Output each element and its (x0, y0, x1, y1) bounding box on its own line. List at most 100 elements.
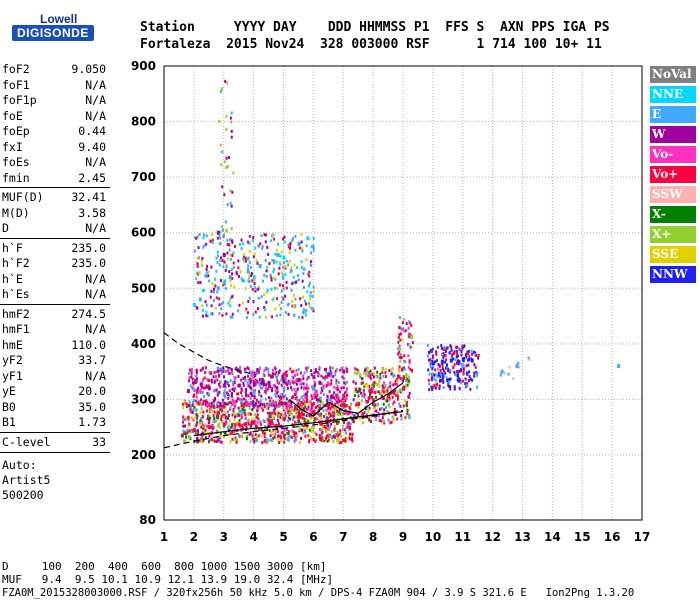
echo-point (217, 382, 220, 386)
echo-point (280, 289, 283, 293)
echo-point (283, 377, 286, 381)
echo-point (223, 431, 226, 435)
echo-point (354, 381, 357, 385)
echo-point (405, 322, 408, 326)
y-tick-label: 400 (131, 337, 156, 351)
echo-point (196, 440, 199, 444)
echo-point (231, 240, 234, 244)
echo-point (276, 297, 279, 301)
echo-point (205, 274, 208, 278)
param-value: 33.7 (78, 353, 106, 367)
echo-point (213, 416, 216, 420)
echo-point (224, 395, 227, 399)
echo-point (183, 400, 186, 404)
echo-point (298, 428, 301, 432)
echo-point (191, 411, 194, 415)
echo-point (213, 388, 216, 392)
echo-point (382, 390, 385, 394)
echo-point (475, 370, 478, 374)
echo-point (435, 350, 438, 354)
echo-point (257, 287, 260, 291)
series-point-e (258, 264, 262, 269)
echo-point (228, 269, 231, 273)
echo-point (298, 440, 301, 444)
echo-point (266, 411, 269, 415)
echo-point (289, 242, 292, 246)
echo-point (334, 398, 337, 402)
echo-point (445, 366, 448, 370)
echo-point (323, 415, 326, 419)
echo-point (316, 393, 319, 397)
echo-point (269, 273, 272, 277)
solid-trace (193, 411, 404, 437)
param-value: 274.5 (71, 306, 106, 321)
footer-distance-row: D 100 200 400 600 800 1000 1500 3000 [km… (2, 560, 327, 573)
echo-point (222, 283, 225, 287)
echo-point (349, 427, 352, 431)
echo-point (216, 410, 219, 414)
echo-point (445, 347, 448, 351)
echo-point (223, 193, 226, 197)
echo-point (225, 312, 228, 316)
echo-point (365, 382, 368, 386)
legend-item-vo: Vo+ (650, 166, 696, 183)
echo-point (344, 396, 347, 400)
echo-point (441, 364, 444, 368)
echo-point (368, 370, 371, 374)
echo-point (196, 235, 199, 239)
echo-point (215, 440, 218, 444)
echo-point (394, 379, 397, 383)
echo-point (336, 412, 339, 416)
echo-point (305, 414, 308, 418)
echo-point (474, 365, 477, 369)
echo-point (235, 399, 238, 403)
echo-point (381, 416, 384, 420)
echo-point (284, 264, 287, 268)
echo-point (294, 248, 297, 252)
echo-point (331, 435, 334, 439)
echo-point (323, 424, 326, 428)
echo-point (454, 373, 457, 377)
echo-point (307, 405, 310, 409)
echo-point (229, 440, 232, 444)
echo-point (358, 417, 361, 421)
echo-point (304, 402, 307, 406)
echo-point (229, 253, 232, 257)
echo-point (339, 368, 342, 372)
echo-point (219, 143, 222, 147)
param-value: N/A (85, 108, 106, 123)
echo-point (266, 439, 269, 443)
echo-point (473, 374, 476, 378)
echo-point (215, 296, 218, 300)
echo-point (182, 429, 185, 433)
echo-point (405, 372, 408, 376)
echo-point (299, 371, 302, 375)
echo-point (252, 235, 255, 239)
echo-point (188, 376, 191, 380)
echo-point (271, 411, 274, 415)
echo-point (325, 412, 328, 416)
echo-point (308, 281, 311, 285)
echo-point (302, 394, 305, 398)
y-tick-label: 200 (131, 448, 156, 462)
echo-point (254, 378, 257, 382)
echo-point (245, 387, 248, 391)
echo-point (249, 381, 252, 385)
echo-point (252, 379, 255, 383)
echo-point (254, 403, 257, 407)
series-point-w (222, 252, 226, 257)
series-point-e (246, 269, 250, 274)
echo-point (238, 413, 241, 417)
echo-point (298, 246, 301, 250)
echo-point (217, 411, 220, 415)
echo-point (253, 396, 256, 400)
echo-point (256, 405, 259, 409)
echo-point (398, 368, 401, 372)
echo-point (527, 356, 530, 360)
echo-point (206, 314, 209, 318)
echo-point (303, 387, 306, 391)
echo-point (282, 373, 285, 377)
echo-point (402, 327, 405, 331)
echo-point (474, 351, 477, 355)
echo-point (312, 285, 315, 289)
